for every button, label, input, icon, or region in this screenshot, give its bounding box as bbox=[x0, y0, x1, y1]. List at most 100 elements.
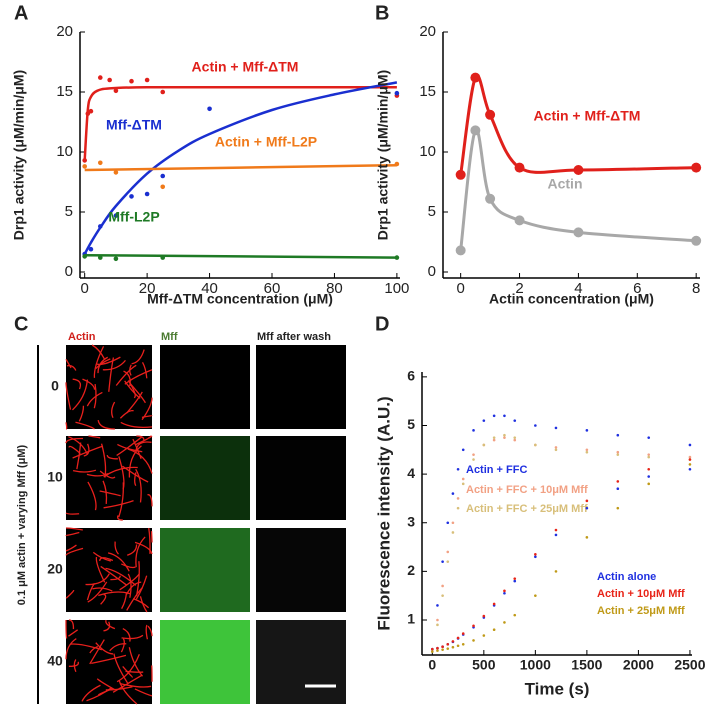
x-tick-label: 500 bbox=[472, 657, 496, 673]
panel-c-ylabel: 0.1 μM actin + varying Mff (μM) bbox=[16, 444, 28, 605]
actin-filament bbox=[110, 575, 121, 581]
x-tick-label: 40 bbox=[201, 280, 218, 297]
data-point bbox=[446, 643, 450, 646]
actin-filament bbox=[65, 527, 83, 531]
data-point bbox=[688, 455, 692, 459]
actin-filament bbox=[145, 624, 149, 640]
data-point bbox=[647, 475, 651, 478]
actin-filament bbox=[66, 364, 77, 371]
data-point bbox=[514, 215, 525, 226]
actin-filament bbox=[103, 466, 138, 478]
actin-filament bbox=[111, 401, 116, 419]
actin-filament bbox=[100, 593, 107, 605]
data-point bbox=[82, 254, 87, 259]
data-point bbox=[554, 533, 558, 537]
data-point bbox=[482, 634, 486, 637]
actin-filament bbox=[92, 587, 113, 592]
y-tick-label: 10 bbox=[419, 143, 436, 160]
panel-c: 0.1 μM actin + varying Mff (μM) Actin Mf… bbox=[16, 331, 346, 705]
data-point bbox=[534, 424, 537, 427]
actin-filament bbox=[68, 445, 81, 455]
actin-filament bbox=[122, 627, 131, 642]
actin-filament bbox=[135, 536, 146, 568]
actin-filament bbox=[86, 686, 113, 702]
actin-filament bbox=[134, 435, 153, 446]
data-point bbox=[160, 173, 166, 179]
data-point bbox=[691, 162, 702, 173]
actin-filament bbox=[127, 448, 153, 474]
actin-filament bbox=[103, 621, 111, 632]
actin-filament bbox=[134, 541, 153, 555]
wash-image bbox=[256, 345, 346, 429]
actin-filament bbox=[81, 684, 101, 702]
x-tick-label: 20 bbox=[139, 280, 156, 297]
series-line bbox=[459, 128, 697, 251]
actin-filament bbox=[72, 378, 82, 390]
y-tick-label: 5 bbox=[407, 416, 415, 432]
actin-filament bbox=[128, 647, 144, 677]
data-point bbox=[514, 162, 525, 173]
series-label: Actin + Mff-ΔTM bbox=[192, 59, 299, 75]
series-label: Actin + Mff-L2P bbox=[215, 134, 317, 150]
data-point bbox=[160, 184, 166, 190]
data-point bbox=[616, 453, 620, 456]
actin-filament bbox=[92, 551, 112, 562]
row-label: 10 bbox=[47, 469, 63, 485]
y-tick-label: 20 bbox=[56, 23, 73, 40]
actin-filament bbox=[95, 642, 114, 655]
data-point bbox=[446, 560, 450, 563]
data-point bbox=[129, 78, 134, 84]
panel-label: C bbox=[14, 313, 28, 335]
actin-filament bbox=[65, 531, 80, 537]
y-tick-label: 10 bbox=[56, 143, 73, 160]
actin-filament bbox=[116, 436, 143, 456]
actin-filament bbox=[93, 383, 97, 409]
x-tick-label: 60 bbox=[264, 280, 281, 297]
data-point bbox=[585, 429, 589, 432]
data-point bbox=[107, 77, 112, 83]
actin-filament bbox=[75, 421, 95, 430]
data-point bbox=[573, 227, 584, 238]
data-point bbox=[446, 521, 450, 525]
actin-filament bbox=[131, 349, 145, 365]
x-tick-label: 0 bbox=[81, 280, 89, 297]
data-point bbox=[554, 448, 558, 452]
data-point bbox=[492, 602, 496, 606]
actin-filament bbox=[105, 567, 137, 586]
data-point bbox=[513, 579, 517, 583]
data-point bbox=[436, 646, 439, 650]
data-point bbox=[456, 497, 460, 500]
data-point bbox=[485, 193, 496, 204]
data-point bbox=[503, 591, 506, 595]
column-label: Actin bbox=[68, 331, 96, 343]
data-point bbox=[554, 528, 558, 532]
series-label: Actin + 25μM Mff bbox=[597, 605, 685, 617]
data-point bbox=[616, 487, 620, 491]
data-point bbox=[456, 644, 460, 648]
data-point bbox=[431, 650, 434, 653]
data-point bbox=[441, 648, 444, 651]
actin-filament bbox=[113, 653, 129, 684]
data-point bbox=[113, 213, 119, 218]
actin-filament bbox=[139, 596, 148, 613]
data-point bbox=[436, 649, 439, 652]
x-axis-label: Actin concentration (μM) bbox=[489, 291, 654, 307]
data-point bbox=[97, 255, 103, 260]
data-point bbox=[455, 169, 466, 180]
actin-filament bbox=[98, 591, 132, 597]
data-point bbox=[573, 165, 584, 175]
actin-filament bbox=[109, 643, 127, 652]
data-point bbox=[113, 170, 119, 175]
actin-filament bbox=[72, 469, 97, 473]
data-point bbox=[688, 467, 692, 471]
data-point bbox=[160, 89, 166, 95]
column-label: Mff after wash bbox=[257, 331, 331, 343]
data-point bbox=[503, 589, 506, 593]
data-point bbox=[688, 443, 692, 447]
data-point bbox=[97, 75, 103, 80]
data-point bbox=[436, 604, 439, 607]
data-point bbox=[82, 158, 87, 163]
data-point bbox=[470, 72, 481, 83]
actin-filament bbox=[126, 587, 143, 611]
